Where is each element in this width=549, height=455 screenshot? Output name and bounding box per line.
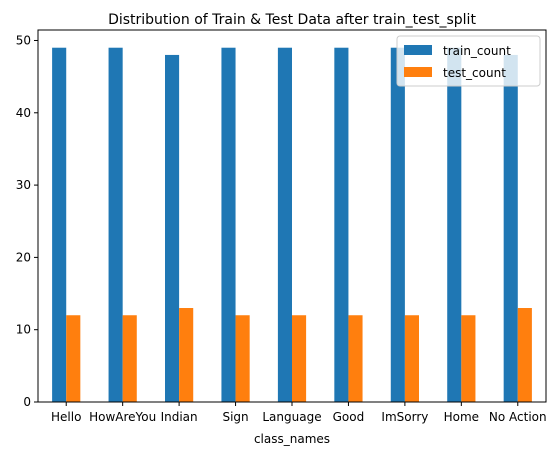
x-tick-label: Hello xyxy=(51,410,81,424)
bar-test-count-6 xyxy=(404,315,419,402)
bar-train-count-5 xyxy=(334,47,349,403)
bar-train-count-4 xyxy=(277,47,292,403)
x-tick-label: Home xyxy=(444,410,479,424)
legend-label-test-count: test_count xyxy=(443,66,506,80)
y-tick-label: 20 xyxy=(16,250,31,264)
x-tick-label: Indian xyxy=(161,410,198,424)
x-axis: Hello HowAreYou Indian Sign Language Good ImSo… xyxy=(51,402,547,424)
bar-test-count-2 xyxy=(179,308,194,402)
x-tick-label: ImSorry xyxy=(381,410,428,424)
bar-test-count-1 xyxy=(122,315,137,402)
legend: train_count test_count xyxy=(396,35,541,87)
bar-test-count-7 xyxy=(461,315,476,402)
bar-train-count-6 xyxy=(390,47,405,403)
bar-train-count-2 xyxy=(165,54,180,402)
legend-box xyxy=(396,35,541,87)
bar-train-count-7 xyxy=(447,47,462,403)
bar-test-count-8 xyxy=(517,308,532,402)
legend-swatch-train-count xyxy=(404,45,432,55)
x-tick-label: Good xyxy=(333,410,365,424)
bar-train-count-8 xyxy=(503,54,518,402)
bar-test-count-5 xyxy=(348,315,363,402)
bar-train-count-3 xyxy=(221,47,236,403)
bar-test-count-0 xyxy=(66,315,81,402)
x-tick-label: Sign xyxy=(222,410,248,424)
bar-train-count-1 xyxy=(108,47,123,403)
x-tick-label: Language xyxy=(262,410,321,424)
bar-test-count-4 xyxy=(292,315,307,402)
legend-swatch-test-count xyxy=(404,67,432,77)
y-tick-label: 40 xyxy=(16,106,31,120)
y-axis: 0 10 20 30 40 50 xyxy=(16,33,38,409)
legend-label-train-count: train_count xyxy=(443,44,511,58)
chart-title: Distribution of Train & Test Data after … xyxy=(108,12,476,28)
x-tick-label: No Action xyxy=(489,410,547,424)
plot-frame xyxy=(37,29,547,403)
y-tick-label: 0 xyxy=(23,395,31,409)
y-tick-label: 50 xyxy=(16,33,31,47)
x-tick-label: HowAreYou xyxy=(89,410,156,424)
bar-test-count-3 xyxy=(235,315,250,402)
y-tick-label: 30 xyxy=(16,178,31,192)
y-tick-label: 10 xyxy=(16,323,31,337)
bars-group xyxy=(52,47,532,403)
bar-train-count-0 xyxy=(52,47,67,403)
x-axis-label: class_names xyxy=(254,432,330,446)
